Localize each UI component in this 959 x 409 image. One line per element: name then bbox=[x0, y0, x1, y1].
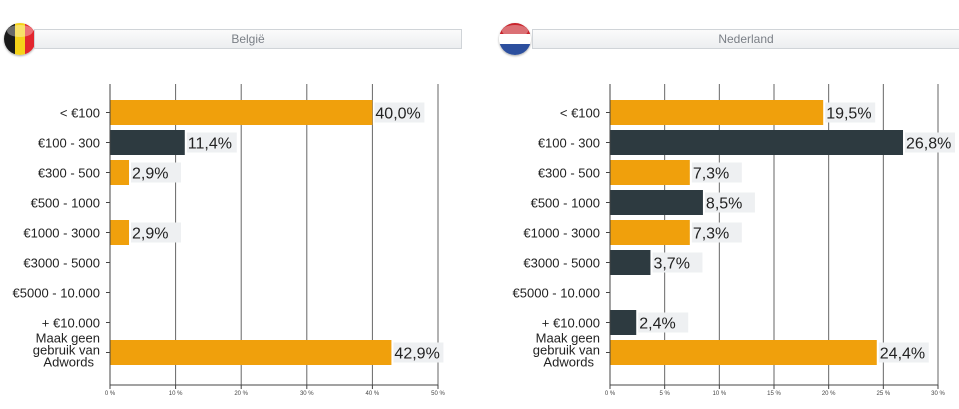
bar bbox=[610, 220, 690, 245]
bar bbox=[110, 130, 185, 155]
category-label: €300 - 500 bbox=[538, 166, 600, 181]
bar-chart-netherlands: 0 % 5 % 10 % 15 % 20 % 25 % 30 % < €100 19,5% €10… bbox=[513, 84, 956, 397]
data-label: 26,8% bbox=[906, 136, 951, 153]
category-label: €1000 - 3000 bbox=[523, 226, 600, 241]
data-label-bg bbox=[131, 162, 182, 183]
category-label: €5000 - 10.000 bbox=[13, 286, 100, 301]
category-label-line: gebruik van bbox=[533, 343, 600, 358]
bar bbox=[610, 100, 824, 125]
x-tick-label: 15 % bbox=[767, 391, 781, 397]
data-label: 7,3% bbox=[693, 166, 729, 183]
category-label: €500 - 1000 bbox=[31, 196, 100, 211]
bar bbox=[110, 220, 130, 245]
flag-shine bbox=[502, 25, 528, 37]
flag-stripe bbox=[15, 23, 25, 55]
x-tick-label: 25 % bbox=[876, 391, 890, 397]
data-label: 40,0% bbox=[375, 106, 420, 123]
data-label: 7,3% bbox=[693, 226, 729, 243]
chart-title-netherlands: Nederland bbox=[532, 29, 959, 49]
data-label: 19,5% bbox=[826, 106, 871, 123]
bar bbox=[110, 160, 130, 185]
category-label: €5000 - 10.000 bbox=[513, 286, 600, 301]
x-tick-label: 10 % bbox=[712, 391, 726, 397]
category-label: €300 - 500 bbox=[38, 166, 100, 181]
flag-stripe bbox=[499, 23, 531, 34]
netherlands-flag-icon bbox=[499, 23, 531, 55]
belgium-flag-icon bbox=[4, 23, 36, 55]
bar bbox=[610, 250, 651, 275]
flag-shine bbox=[7, 25, 33, 37]
data-label-bg bbox=[131, 222, 182, 243]
data-label-bg bbox=[186, 132, 237, 153]
category-label: < €100 bbox=[60, 106, 100, 121]
category-label-line: gebruik van bbox=[33, 343, 100, 358]
category-label-line: Maak geen bbox=[536, 331, 600, 346]
bar bbox=[110, 100, 373, 125]
bar bbox=[610, 310, 637, 335]
x-tick-label: 5 % bbox=[659, 391, 670, 397]
flag-stripe bbox=[499, 34, 531, 44]
data-label-bg bbox=[905, 132, 956, 153]
data-label-bg bbox=[704, 192, 755, 213]
data-label-bg bbox=[878, 342, 929, 363]
x-tick-label: 0 % bbox=[105, 391, 116, 397]
category-label: Maak geen gebruik van Adwords bbox=[533, 331, 600, 370]
flag-stripe bbox=[25, 23, 36, 55]
x-tick-label: 30 % bbox=[300, 391, 314, 397]
data-label-bg bbox=[691, 162, 742, 183]
x-tick-label: 0 % bbox=[605, 391, 616, 397]
x-tick-label: 40 % bbox=[366, 391, 380, 397]
category-label: < €100 bbox=[560, 106, 600, 121]
data-label: 42,9% bbox=[394, 346, 439, 363]
data-label-bg bbox=[393, 342, 444, 363]
data-label: 2,9% bbox=[132, 226, 168, 243]
category-label: Maak geen gebruik van Adwords bbox=[33, 331, 100, 370]
bar bbox=[110, 340, 392, 365]
chart-panel-netherlands: Nederland 0 % 5 % 10 % 15 % 20 % 25 % 30 % < €1… bbox=[480, 0, 959, 409]
data-label: 8,5% bbox=[706, 196, 742, 213]
x-tick-label: 50 % bbox=[431, 391, 445, 397]
bar bbox=[610, 130, 904, 155]
category-label: €100 - 300 bbox=[38, 136, 100, 151]
bar bbox=[610, 340, 877, 365]
category-label: €500 - 1000 bbox=[531, 196, 600, 211]
category-label: €3000 - 5000 bbox=[23, 256, 100, 271]
category-label: €100 - 300 bbox=[538, 136, 600, 151]
category-label: €3000 - 5000 bbox=[523, 256, 600, 271]
bar bbox=[610, 190, 703, 215]
category-label: €1000 - 3000 bbox=[23, 226, 100, 241]
category-label-line: Maak geen bbox=[36, 331, 100, 346]
data-label: 3,7% bbox=[653, 256, 689, 273]
flag-stripe bbox=[499, 44, 531, 55]
data-label-bg bbox=[374, 102, 425, 123]
chart-panel-belgium: België 0 % 10 % 20 % 30 % 40 % 50 % < €100 40,0… bbox=[0, 0, 470, 409]
data-label-bg bbox=[652, 252, 703, 273]
category-label: + €10.000 bbox=[542, 316, 600, 331]
category-label-line: Adwords bbox=[543, 355, 594, 370]
x-tick-label: 20 % bbox=[234, 391, 248, 397]
x-tick-label: 20 % bbox=[822, 391, 836, 397]
chart-title-belgium: België bbox=[34, 29, 462, 49]
bar bbox=[610, 160, 690, 185]
data-label-bg bbox=[691, 222, 742, 243]
data-label: 2,4% bbox=[639, 316, 675, 333]
data-label: 2,9% bbox=[132, 166, 168, 183]
x-tick-label: 30 % bbox=[931, 391, 945, 397]
flag-stripe bbox=[4, 23, 15, 55]
category-label: + €10.000 bbox=[42, 316, 100, 331]
data-label: 11,4% bbox=[188, 136, 232, 153]
category-label-line: Adwords bbox=[43, 355, 94, 370]
data-label-bg bbox=[638, 312, 689, 333]
x-tick-label: 10 % bbox=[169, 391, 183, 397]
data-label-bg bbox=[825, 102, 876, 123]
bar-chart-belgium: 0 % 10 % 20 % 30 % 40 % 50 % < €100 40,0% €100 -… bbox=[13, 84, 445, 397]
data-label: 24,4% bbox=[880, 346, 925, 363]
